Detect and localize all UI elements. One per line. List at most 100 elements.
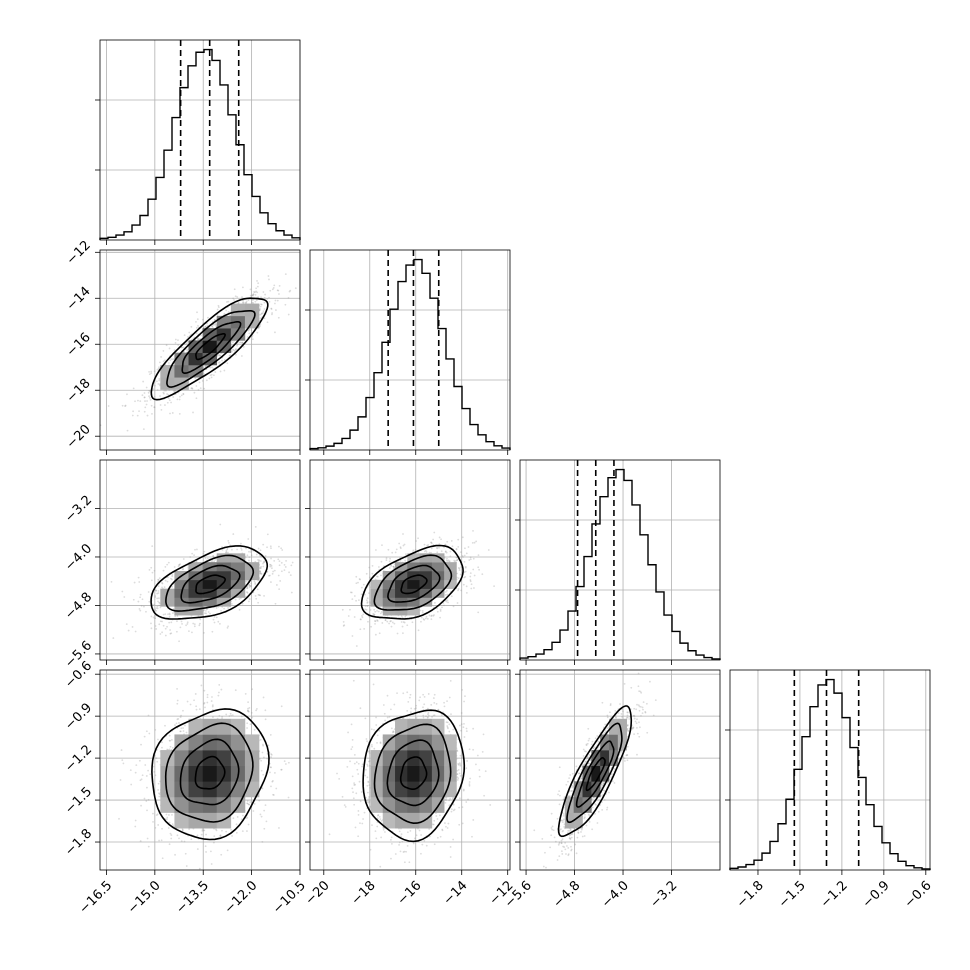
sample-point [199, 618, 202, 621]
sample-point [430, 541, 432, 544]
sample-point [423, 618, 426, 621]
sample-point [171, 575, 174, 578]
sample-point [272, 286, 275, 289]
sample-point [459, 573, 462, 576]
sample-point [227, 551, 229, 554]
contour-level [373, 554, 453, 611]
sample-point [287, 313, 290, 316]
sample-point [253, 728, 256, 731]
sample-point [186, 621, 189, 624]
sample-point [225, 551, 228, 554]
sample-point [195, 326, 198, 329]
sample-point [213, 560, 215, 563]
sample-point [197, 337, 200, 340]
density-cell [202, 588, 218, 598]
sample-point [223, 369, 226, 372]
sample-point [287, 296, 290, 299]
sample-point [394, 551, 397, 554]
sample-point [156, 592, 159, 595]
sample-point [153, 370, 156, 373]
sample-point [134, 630, 137, 633]
density-cell [188, 579, 203, 589]
sample-point [205, 833, 207, 836]
sample-point [186, 340, 189, 343]
sample-point [183, 350, 185, 353]
sample-point [228, 715, 231, 717]
sample-point [162, 350, 165, 352]
sample-point [159, 395, 161, 397]
sample-point [196, 311, 198, 314]
sample-point [142, 428, 145, 431]
sample-point [417, 551, 420, 554]
sample-point [168, 615, 171, 618]
sample-point [447, 559, 450, 562]
sample-point [182, 568, 184, 570]
sample-point [182, 346, 185, 349]
sample-point [455, 556, 458, 559]
sample-point [191, 387, 194, 390]
sample-point [478, 568, 480, 571]
panel-2-2 [515, 459, 721, 665]
density-cell [370, 579, 384, 589]
sample-point [139, 840, 142, 842]
contour-level [181, 321, 242, 375]
sample-point [148, 370, 150, 373]
sample-point [240, 548, 243, 551]
sample-point [158, 795, 161, 798]
sample-point [212, 374, 215, 377]
sample-point [393, 622, 396, 625]
sample-point [259, 305, 262, 308]
sample-point [456, 559, 458, 562]
sample-point [176, 834, 179, 837]
sample-point [248, 584, 251, 587]
sample-point [376, 619, 378, 622]
sample-point [137, 399, 139, 402]
sample-point [256, 280, 258, 282]
sample-point [168, 612, 171, 615]
sample-point [198, 381, 201, 384]
density-cell [216, 579, 232, 589]
sample-point [260, 313, 263, 315]
sample-point [193, 554, 195, 557]
sample-point [110, 580, 113, 583]
sample-point [180, 394, 183, 397]
sample-point [167, 362, 170, 364]
sample-point [257, 282, 260, 285]
sample-point [107, 405, 110, 407]
sample-point [161, 586, 163, 589]
sample-point [259, 566, 262, 569]
sample-point [268, 296, 270, 299]
density-cell [419, 553, 433, 563]
sample-point [367, 620, 369, 623]
sample-point [173, 566, 176, 568]
sample-point [221, 548, 224, 551]
sample-point [158, 792, 160, 795]
sample-point [217, 361, 220, 364]
sample-point [194, 377, 197, 380]
sample-point [112, 637, 115, 639]
sample-point [170, 358, 173, 361]
sample-point [256, 285, 259, 288]
contour-level [166, 310, 256, 388]
sample-point [278, 284, 281, 287]
sample-point [266, 321, 269, 324]
sample-point [202, 609, 205, 612]
sample-point [411, 621, 414, 624]
sample-point [148, 568, 151, 571]
sample-point [185, 342, 188, 345]
density-cell [395, 588, 408, 598]
sample-point [445, 551, 448, 554]
sample-point [204, 557, 207, 560]
sample-point [373, 608, 376, 611]
sample-point [267, 275, 270, 277]
sample-point [153, 569, 156, 572]
sample-point [198, 338, 200, 341]
sample-point [180, 840, 183, 843]
sample-point [144, 406, 147, 409]
sample-point [226, 547, 229, 550]
sample-point [164, 404, 166, 406]
density-cell [407, 597, 420, 607]
sample-point [154, 625, 157, 627]
density-cell [230, 303, 246, 317]
sample-point [164, 634, 167, 637]
